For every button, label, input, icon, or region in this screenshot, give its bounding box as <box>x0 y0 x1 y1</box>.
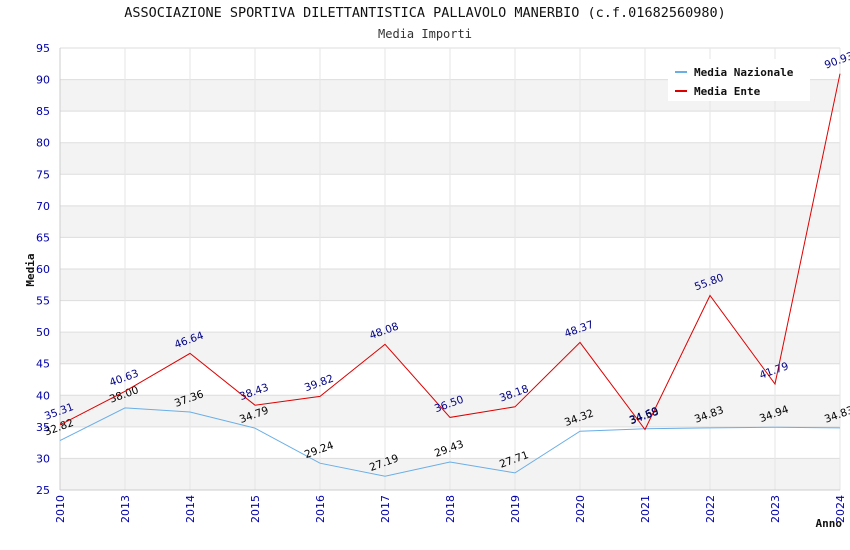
x-tick-label: 2019 <box>509 495 522 523</box>
x-tick-label: 2024 <box>834 495 847 523</box>
x-tick-label: 2022 <box>704 495 717 523</box>
chart-subtitle: Media Importi <box>378 27 472 41</box>
x-tick-label: 2018 <box>444 495 457 523</box>
y-tick-label: 35 <box>36 421 50 434</box>
chart-title: ASSOCIAZIONE SPORTIVA DILETTANTISTICA PA… <box>124 5 726 21</box>
x-tick-label: 2015 <box>249 495 262 523</box>
legend-box <box>668 59 810 101</box>
series-line-media-nazionale <box>59 407 841 477</box>
x-tick-label: 2013 <box>119 495 132 523</box>
y-tick-label: 90 <box>36 74 50 87</box>
y-tick-label: 40 <box>36 389 50 402</box>
y-tick-label: 70 <box>36 200 50 213</box>
y-tick-label: 30 <box>36 452 50 465</box>
x-tick-label: 2023 <box>769 495 782 523</box>
y-axis-title: Media <box>24 253 37 286</box>
y-tick-label: 25 <box>36 484 50 497</box>
x-axis-title: Anno <box>816 517 843 530</box>
x-tick-label: 2014 <box>184 495 197 523</box>
series-line-media-ente <box>59 73 841 431</box>
y-tick-label: 75 <box>36 168 50 181</box>
x-tick-label: 2017 <box>379 495 392 523</box>
x-tick-label: 2020 <box>574 495 587 523</box>
x-tick-label: 2016 <box>314 495 327 523</box>
legend-label: Media Ente <box>694 85 761 98</box>
y-tick-label: 50 <box>36 326 50 339</box>
y-tick-label: 85 <box>36 105 50 118</box>
y-tick-label: 60 <box>36 263 50 276</box>
y-tick-label: 45 <box>36 358 50 371</box>
y-tick-label: 95 <box>36 42 50 55</box>
y-tick-label: 80 <box>36 137 50 150</box>
legend-label: Media Nazionale <box>694 66 794 79</box>
x-tick-label: 2010 <box>54 495 67 523</box>
y-tick-label: 55 <box>36 295 50 308</box>
y-tick-label: 65 <box>36 231 50 244</box>
x-tick-label: 2021 <box>639 495 652 523</box>
